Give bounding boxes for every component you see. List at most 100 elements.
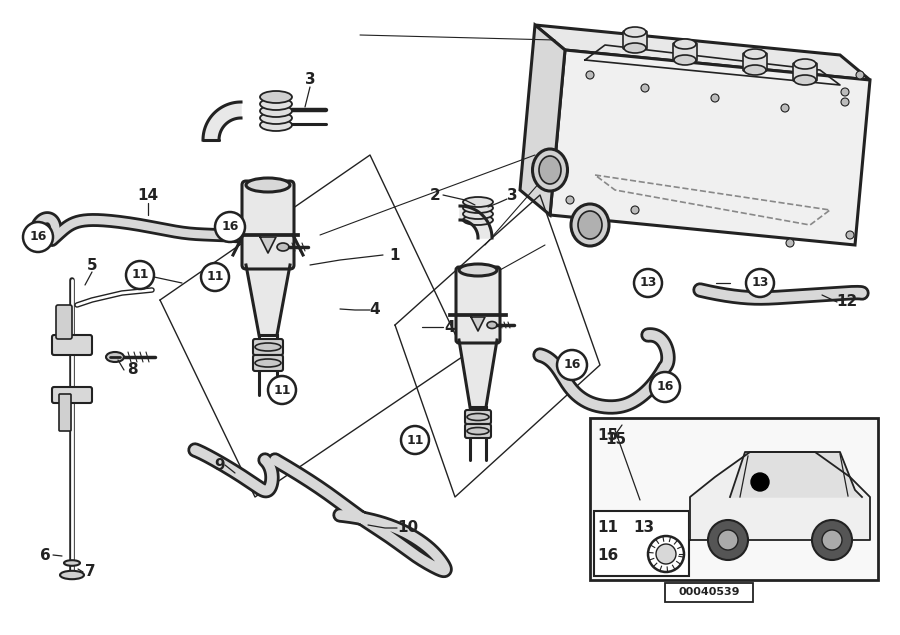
Text: 13: 13 <box>639 276 657 290</box>
Circle shape <box>856 71 864 79</box>
Ellipse shape <box>260 112 292 124</box>
Text: 3: 3 <box>507 187 517 203</box>
FancyBboxPatch shape <box>665 583 753 602</box>
Circle shape <box>566 196 574 204</box>
FancyBboxPatch shape <box>465 410 491 424</box>
Text: 5: 5 <box>86 258 97 272</box>
Ellipse shape <box>467 413 489 420</box>
Ellipse shape <box>459 264 497 276</box>
Circle shape <box>215 212 245 242</box>
Text: 00040539: 00040539 <box>679 587 740 597</box>
Text: 15: 15 <box>605 432 626 448</box>
Ellipse shape <box>571 204 609 246</box>
Ellipse shape <box>674 55 696 65</box>
Ellipse shape <box>463 209 493 219</box>
Circle shape <box>126 261 154 289</box>
Polygon shape <box>690 452 870 540</box>
FancyBboxPatch shape <box>456 267 500 343</box>
Text: 7: 7 <box>85 565 95 580</box>
Circle shape <box>656 544 676 564</box>
Circle shape <box>650 372 680 402</box>
Circle shape <box>708 520 748 560</box>
FancyBboxPatch shape <box>623 31 647 49</box>
Circle shape <box>23 222 53 252</box>
FancyBboxPatch shape <box>52 335 92 355</box>
Text: 4: 4 <box>370 302 381 318</box>
Circle shape <box>557 350 587 380</box>
Ellipse shape <box>624 27 646 37</box>
FancyBboxPatch shape <box>590 418 878 580</box>
FancyBboxPatch shape <box>52 387 92 403</box>
FancyBboxPatch shape <box>242 181 294 269</box>
Text: 13: 13 <box>752 276 769 290</box>
Circle shape <box>268 376 296 404</box>
Text: 11: 11 <box>406 434 424 446</box>
Text: 2: 2 <box>429 187 440 203</box>
Ellipse shape <box>463 215 493 225</box>
FancyBboxPatch shape <box>673 43 697 61</box>
Text: 11: 11 <box>598 521 618 535</box>
Ellipse shape <box>255 359 281 367</box>
Circle shape <box>641 84 649 92</box>
Circle shape <box>746 269 774 297</box>
Text: 9: 9 <box>215 457 225 472</box>
Ellipse shape <box>260 98 292 110</box>
Text: 10: 10 <box>398 521 418 535</box>
Ellipse shape <box>463 197 493 207</box>
Text: 12: 12 <box>836 295 858 309</box>
FancyBboxPatch shape <box>253 339 283 355</box>
Text: 15: 15 <box>598 427 618 443</box>
FancyBboxPatch shape <box>59 394 71 431</box>
Ellipse shape <box>533 149 568 191</box>
Circle shape <box>201 263 229 291</box>
Text: 4: 4 <box>445 319 455 335</box>
Ellipse shape <box>744 65 766 75</box>
Ellipse shape <box>106 352 124 362</box>
Circle shape <box>812 520 852 560</box>
FancyBboxPatch shape <box>253 355 283 371</box>
Polygon shape <box>260 237 276 253</box>
Text: 16: 16 <box>30 231 47 243</box>
Circle shape <box>401 426 429 454</box>
Circle shape <box>841 98 849 106</box>
FancyBboxPatch shape <box>465 424 491 438</box>
Circle shape <box>648 536 684 572</box>
Ellipse shape <box>487 321 497 328</box>
Text: 16: 16 <box>563 359 580 371</box>
Text: 14: 14 <box>138 187 158 203</box>
Text: 11: 11 <box>274 384 291 396</box>
Circle shape <box>781 104 789 112</box>
Polygon shape <box>203 102 241 140</box>
Ellipse shape <box>60 571 84 579</box>
Ellipse shape <box>463 203 493 213</box>
Ellipse shape <box>277 243 289 251</box>
Ellipse shape <box>794 75 816 85</box>
FancyBboxPatch shape <box>793 63 817 81</box>
Text: 11: 11 <box>206 271 224 283</box>
Text: 3: 3 <box>305 72 315 88</box>
Text: 6: 6 <box>40 547 50 563</box>
Circle shape <box>586 71 594 79</box>
Text: 8: 8 <box>127 363 138 377</box>
Polygon shape <box>550 50 870 245</box>
Polygon shape <box>520 25 565 215</box>
FancyBboxPatch shape <box>743 53 767 71</box>
Text: 16: 16 <box>598 549 618 563</box>
Polygon shape <box>246 265 290 335</box>
Circle shape <box>841 88 849 96</box>
Ellipse shape <box>467 427 489 434</box>
Polygon shape <box>730 452 862 497</box>
Text: 1: 1 <box>390 248 400 262</box>
Ellipse shape <box>246 178 290 192</box>
Text: 11: 11 <box>131 269 149 281</box>
Ellipse shape <box>674 39 696 49</box>
Polygon shape <box>535 25 870 80</box>
Polygon shape <box>460 206 492 238</box>
Circle shape <box>822 530 842 550</box>
Ellipse shape <box>260 119 292 131</box>
Ellipse shape <box>255 343 281 351</box>
Circle shape <box>846 231 854 239</box>
Ellipse shape <box>794 59 816 69</box>
Circle shape <box>786 239 794 247</box>
Ellipse shape <box>64 560 80 566</box>
